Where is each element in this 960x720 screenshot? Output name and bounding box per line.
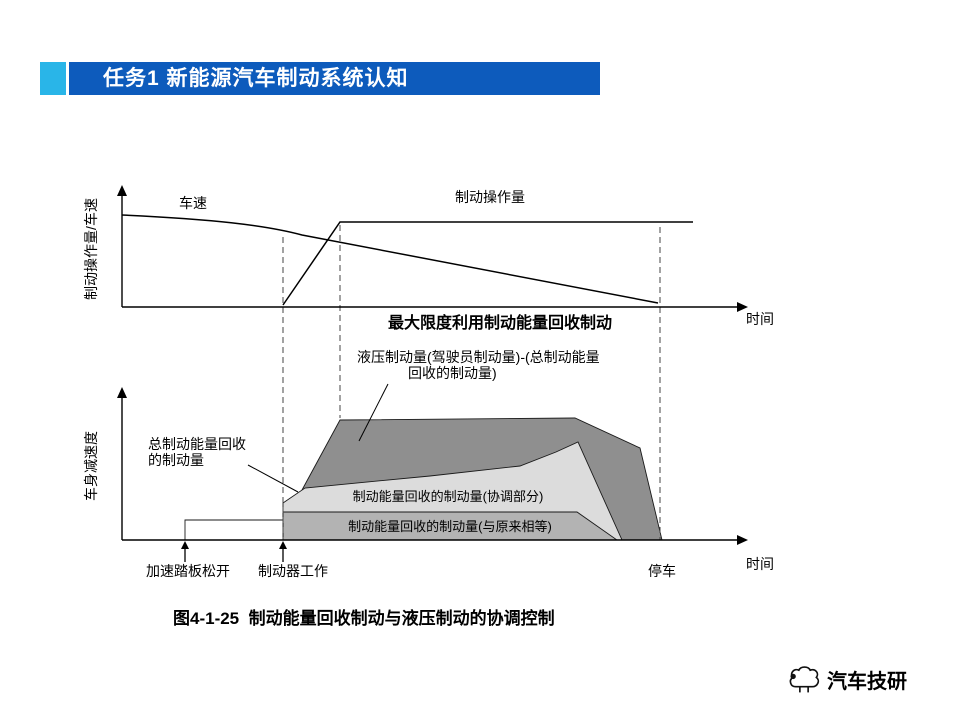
brake-input-label: 制动操作量 — [455, 189, 525, 205]
event-brake-apply-label: 制动器工作 — [258, 563, 328, 579]
note-hydraulic-line2: 回收的制动量) — [408, 365, 497, 381]
note-total-regen-line1: 总制动能量回收 — [148, 436, 246, 452]
note-hydraulic-line1: 液压制动量(驾驶员制动量)-(总制动能量 — [357, 349, 600, 365]
figure-caption: 图4-1-25 制动能量回收制动与液压制动的协调控制 — [173, 609, 555, 628]
speed-curve-label: 车速 — [179, 195, 207, 211]
event-accel-release-label: 加速踏板松开 — [146, 563, 230, 579]
vehicle-speed-curve — [121, 214, 659, 304]
hydraulic-pointer-line — [358, 383, 389, 442]
top-x-axis-arrow — [737, 302, 748, 312]
note-max-regen: 最大限度利用制动能量回收制动 — [388, 313, 612, 332]
header-accent-block — [40, 62, 66, 95]
bottom-y-axis-arrow — [117, 387, 127, 398]
bottom-y-axis-label: 车身减速度 — [83, 431, 99, 501]
region-equal-label: 制动能量回收的制动量(与原来相等) — [348, 519, 552, 534]
region-pre-brake-step — [184, 519, 284, 541]
brake-apply-arrowhead — [279, 541, 287, 549]
brand-name: 汽车技研 — [827, 671, 907, 693]
brake-input-curve — [282, 221, 693, 306]
event-stop-label: 停车 — [648, 563, 676, 579]
region-coordinated-label: 制动能量回收的制动量(协调部分) — [353, 489, 544, 504]
slide-header: 任务1 新能源汽车制动系统认知 — [40, 62, 600, 95]
coordination-diagram: 车速 制动操作量 制动操作量/车速 时间 车身减速度 时间 最大限度利用制动能量… — [83, 185, 774, 579]
total-regen-pointer-line — [247, 464, 299, 493]
top-y-axis-arrow — [117, 185, 127, 196]
top-y-axis-label: 制动操作量/车速 — [83, 198, 99, 300]
top-x-axis-label: 时间 — [746, 311, 774, 327]
bottom-x-axis-arrow — [737, 535, 748, 545]
slide-header-bar: 任务1 新能源汽车制动系统认知 — [69, 62, 600, 95]
accel-release-arrowhead — [181, 541, 189, 549]
bottom-x-axis-label: 时间 — [746, 556, 774, 572]
sheep-logo-icon — [789, 666, 820, 693]
slide-title: 任务1 新能源汽车制动系统认知 — [103, 67, 409, 90]
brand-logo: 汽车技研 — [786, 664, 907, 695]
note-total-regen-line2: 的制动量 — [148, 452, 204, 468]
